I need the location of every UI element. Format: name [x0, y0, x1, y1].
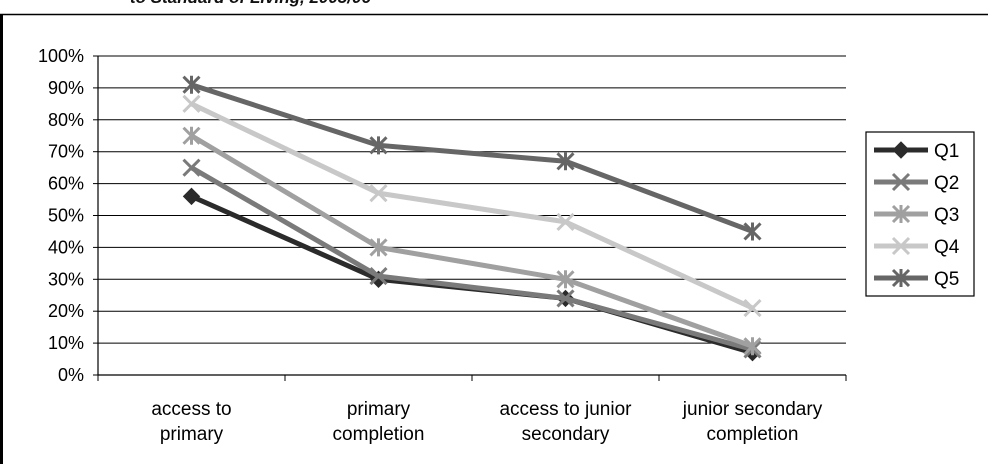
legend-swatch-marker	[891, 236, 911, 256]
y-tick-label: 70%	[48, 142, 84, 162]
legend-swatch-marker	[891, 204, 911, 224]
data-point	[369, 238, 388, 257]
x-tick-label-line: access to junior	[499, 399, 632, 420]
legend-label: Q3	[934, 205, 959, 226]
data-point	[369, 267, 388, 286]
y-tick-label: 100%	[38, 46, 84, 66]
series-line	[190, 194, 754, 356]
x-tick-label-line: completion	[333, 424, 425, 445]
y-tick-label: 50%	[48, 206, 84, 226]
series-Q3	[182, 126, 762, 356]
legend-item-Q2: Q2	[874, 172, 959, 194]
legend-item-Q1: Q1	[874, 141, 959, 162]
legend-label: Q5	[934, 269, 959, 290]
legend-item-Q4: Q4	[874, 236, 960, 258]
x-tick-label-line: primary	[160, 424, 224, 445]
legend-swatch-marker	[892, 141, 910, 159]
legend-label: Q1	[934, 141, 959, 162]
legend: Q1 Q2 Q3 Q4 Q5	[865, 131, 975, 297]
data-point	[556, 212, 575, 231]
x-tick-label: primary completion	[333, 399, 425, 445]
x-tick-label-line: completion	[707, 424, 799, 445]
x-tick-label-line: secondary	[522, 424, 610, 445]
y-tick-label: 40%	[48, 237, 84, 257]
plot-area: 0% 10% 20% 30% 40% 50% 60% 70% 80% 90% 100% access …	[38, 46, 847, 445]
y-tick-label: 60%	[48, 174, 84, 194]
chart-title-clipped: to Standard of Living, 2005/06	[130, 0, 371, 8]
x-tick-label: access to junior secondary	[499, 399, 632, 445]
x-tick-label-line: primary	[347, 399, 411, 420]
data-point	[743, 222, 762, 241]
legend-item-Q3: Q3	[874, 204, 959, 226]
x-tick-label: access to primary	[151, 399, 231, 445]
data-point	[743, 337, 762, 356]
data-point	[182, 187, 201, 206]
series-Q2	[182, 158, 762, 359]
data-point	[556, 270, 575, 289]
series-line	[190, 133, 754, 349]
series-Q5	[182, 75, 762, 241]
data-point	[182, 75, 201, 94]
data-point	[182, 158, 201, 177]
data-point	[182, 94, 201, 113]
series-Q4	[182, 94, 762, 318]
series-line	[190, 101, 754, 311]
series-line	[190, 82, 754, 234]
data-point	[369, 136, 388, 155]
legend-swatch-marker	[891, 268, 911, 288]
y-tick-label: 0%	[58, 365, 84, 385]
data-point	[182, 126, 201, 145]
legend-label: Q2	[934, 173, 959, 194]
data-point	[556, 152, 575, 171]
x-tick-label: junior secondary completion	[682, 399, 823, 445]
y-tick-label: 90%	[48, 78, 84, 98]
legend-item-Q5: Q5	[874, 268, 959, 290]
y-tick-label: 20%	[48, 301, 84, 321]
y-tick-label: 10%	[48, 333, 84, 353]
y-tick-label: 80%	[48, 110, 84, 130]
y-tick-label: 30%	[48, 269, 84, 289]
data-point	[556, 289, 575, 308]
x-tick-label-line: junior secondary	[682, 399, 823, 420]
legend-swatch-marker	[891, 172, 911, 192]
data-point	[743, 298, 762, 318]
legend-label: Q4	[934, 237, 960, 258]
x-tick-label-line: access to	[151, 399, 231, 420]
series-line	[190, 165, 754, 352]
data-point	[369, 184, 388, 203]
